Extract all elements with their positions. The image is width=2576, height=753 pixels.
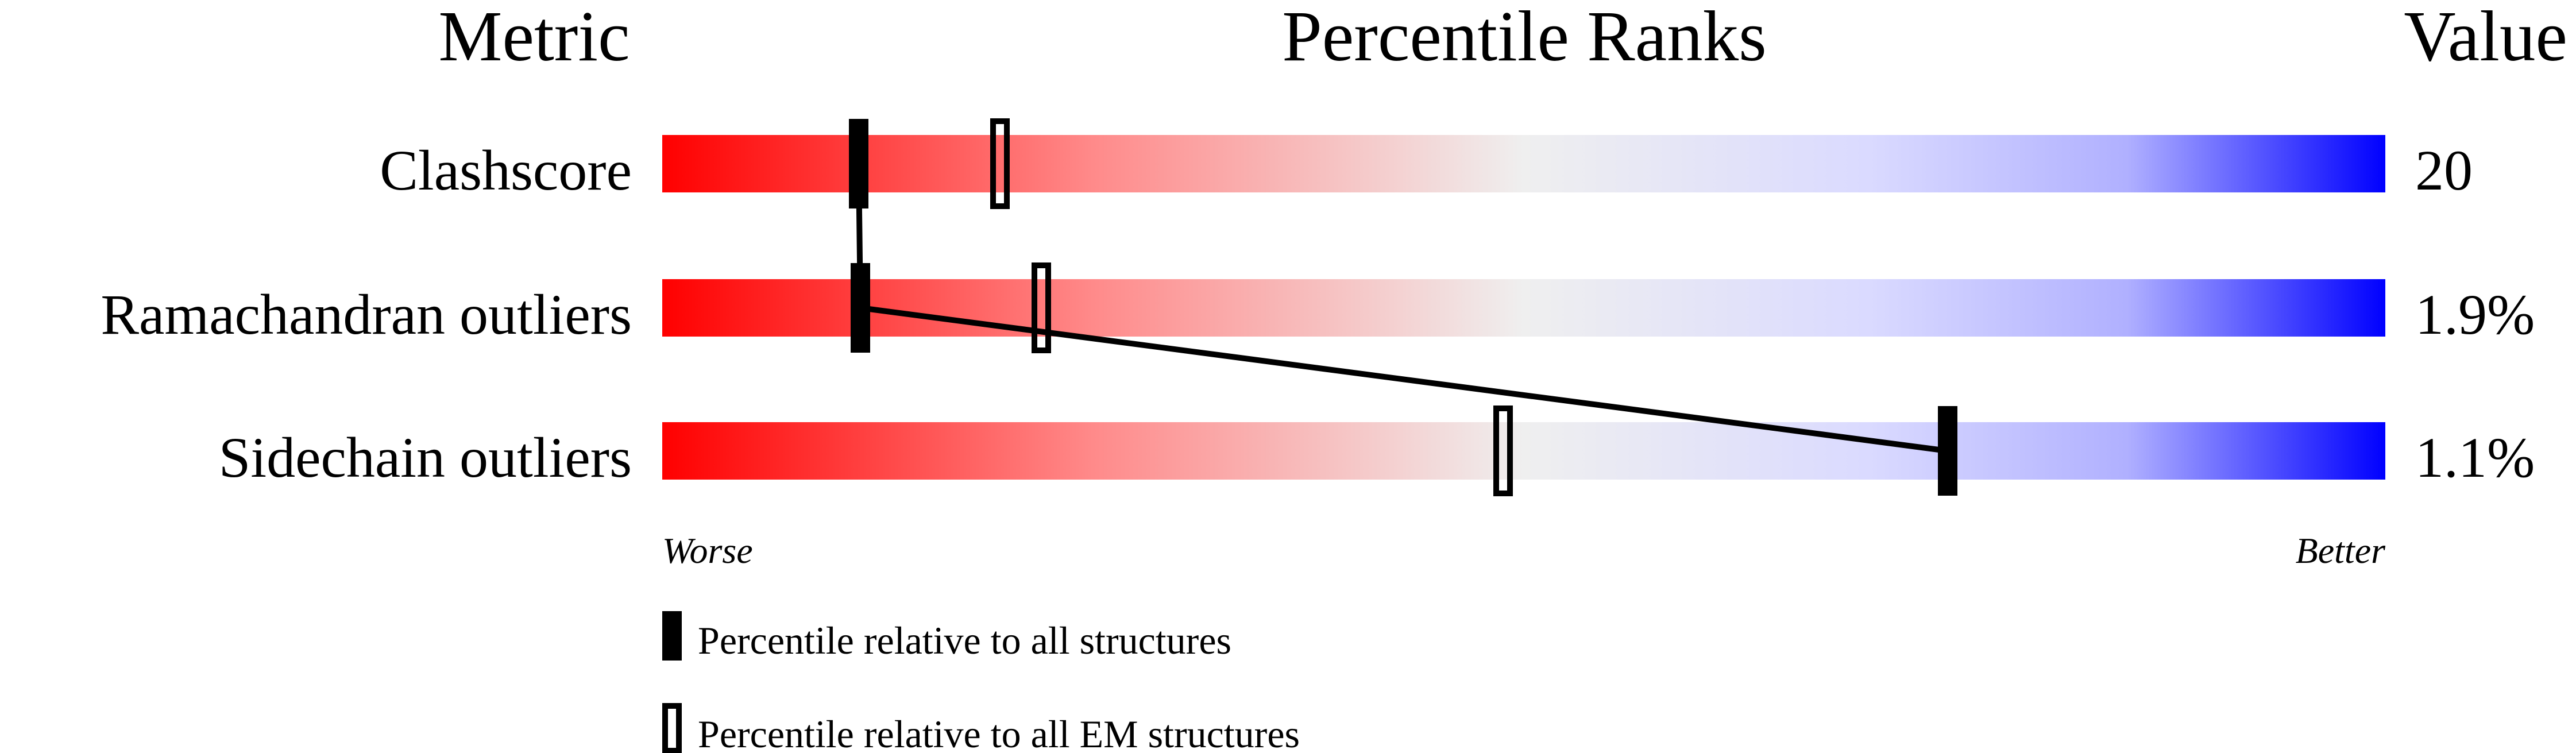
metric-label: Clashscore <box>380 138 632 202</box>
legend-filled-marker <box>662 611 682 661</box>
percentile-bar <box>662 279 2385 337</box>
header-percentile-ranks: Percentile Ranks <box>1282 0 1767 76</box>
metric-label: Ramachandran outliers <box>101 283 632 346</box>
legend-open-marker <box>662 703 682 753</box>
header-metric: Metric <box>438 0 629 76</box>
axis-label-worse: Worse <box>662 530 753 571</box>
percentile-bar <box>662 135 2385 192</box>
marker-all-percentile <box>851 263 870 353</box>
metric-value: 1.1% <box>2415 426 2535 489</box>
axis-label-better: Better <box>2296 530 2386 571</box>
marker-em-percentile <box>1493 406 1513 496</box>
marker-em-percentile <box>990 118 1010 209</box>
marker-em-percentile <box>1032 262 1051 353</box>
metric-value: 1.9% <box>2415 283 2535 346</box>
metric-value: 20 <box>2415 138 2473 202</box>
percentile-bar <box>662 422 2385 480</box>
marker-all-percentile <box>1938 406 1957 496</box>
legend-label-all: Percentile relative to all structures <box>698 619 1231 662</box>
header-value: Value <box>2404 0 2567 76</box>
legend-label-em: Percentile relative to all EM structures <box>698 712 1300 753</box>
marker-all-percentile <box>849 119 868 208</box>
metric-label: Sidechain outliers <box>219 426 632 489</box>
